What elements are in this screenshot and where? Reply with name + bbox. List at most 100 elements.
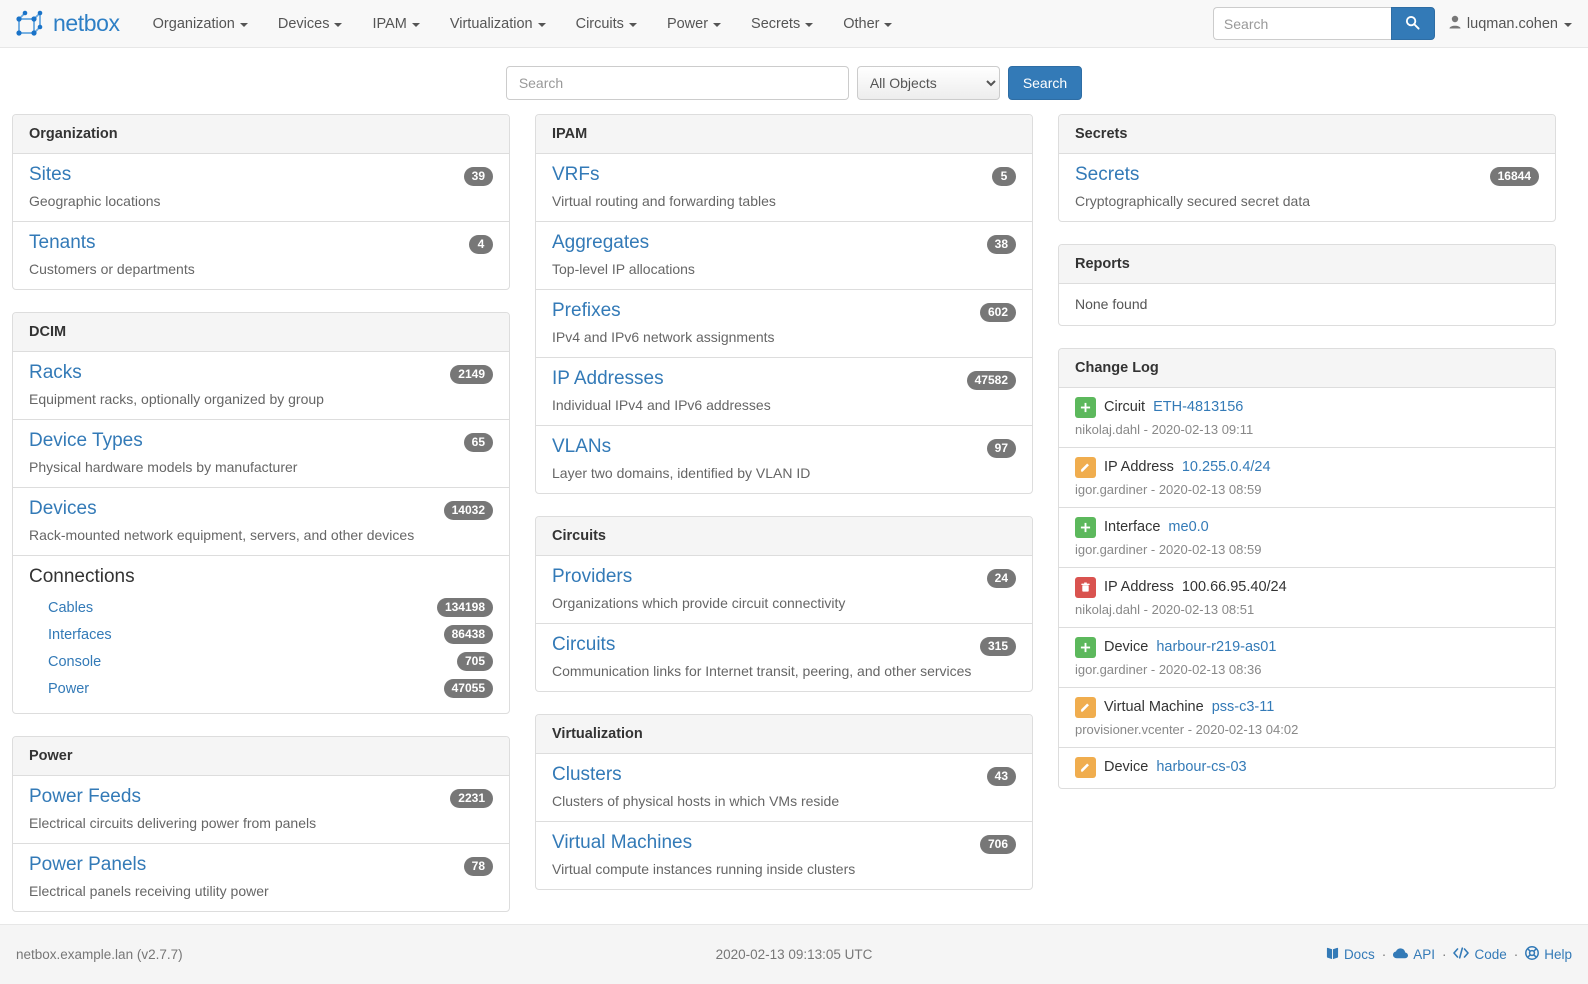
nav-item-ipam[interactable]: IPAM: [357, 0, 434, 48]
connection-item-console[interactable]: Console 705: [48, 648, 493, 675]
connection-link[interactable]: Cables: [48, 599, 94, 616]
changelog-object-link[interactable]: ETH-4813156: [1153, 399, 1244, 416]
row-link[interactable]: IP Addresses: [552, 367, 664, 389]
footer-link-code[interactable]: Code: [1453, 947, 1507, 962]
brand-logo-link[interactable]: netbox: [12, 8, 120, 40]
pencil-icon: [1075, 456, 1096, 478]
connection-item-cables[interactable]: Cables 134198: [48, 594, 493, 621]
connection-link[interactable]: Power: [48, 680, 90, 697]
connection-link[interactable]: Console: [48, 653, 102, 670]
row-prefixes[interactable]: Prefixes 602 IPv4 and IPv6 network assig…: [536, 290, 1032, 358]
count-badge: 97: [986, 438, 1016, 459]
row-link[interactable]: Circuits: [552, 633, 616, 655]
count-badge: 2149: [450, 364, 493, 385]
search-input[interactable]: [505, 66, 849, 100]
row-description: Electrical circuits delivering power fro…: [29, 814, 317, 831]
row-link[interactable]: Clusters: [552, 763, 622, 785]
chevron-down-icon: [628, 22, 637, 27]
nav-item-other[interactable]: Other: [828, 0, 907, 48]
count-badge: 5: [992, 167, 1016, 187]
nav-label: Organization: [152, 15, 235, 32]
row-vrfs[interactable]: VRFs 5 Virtual routing and forwarding ta…: [536, 154, 1032, 222]
row-tenants[interactable]: Tenants 4 Customers or departments: [13, 222, 509, 289]
netbox-cube-icon: [12, 8, 46, 40]
row-providers[interactable]: Providers 24 Organizations which provide…: [536, 556, 1032, 624]
changelog-object-link[interactable]: 10.255.0.4/24: [1181, 459, 1271, 476]
changelog-object-type: Circuit: [1104, 399, 1146, 416]
panel-changelog: Change Log Circuit ETH-4813156 nikolaj.d…: [1058, 347, 1556, 789]
row-aggregates[interactable]: Aggregates 38 Top-level IP allocations: [536, 222, 1032, 290]
row-description: Electrical panels receiving utility powe…: [29, 882, 269, 899]
row-link[interactable]: Power Feeds: [29, 785, 141, 807]
nav-item-devices[interactable]: Devices: [263, 0, 358, 48]
row-sites[interactable]: Sites 39 Geographic locations: [13, 154, 509, 222]
nav-menu: Organization Devices IPAM Virtualization…: [138, 0, 908, 48]
row-devices[interactable]: Devices 14032 Rack-mounted network equip…: [13, 488, 509, 556]
nav-item-circuits[interactable]: Circuits: [561, 0, 652, 48]
chevron-down-icon: [713, 22, 722, 27]
page-footer: netbox.example.lan (v2.7.7) 2020-02-13 0…: [0, 924, 1588, 984]
top-navbar: netbox Organization Devices IPAM Virtual…: [0, 0, 1588, 48]
changelog-meta: igor.gardiner - 2020-02-13 08:59: [1075, 541, 1262, 557]
changelog-object-link[interactable]: harbour-r219-as01: [1156, 639, 1277, 656]
row-link[interactable]: Aggregates: [552, 231, 650, 253]
row-description: Organizations which provide circuit conn…: [552, 594, 846, 611]
row-link[interactable]: Device Types: [29, 429, 143, 451]
row-power-panels[interactable]: Power Panels 78 Electrical panels receiv…: [13, 844, 509, 911]
row-link[interactable]: Prefixes: [552, 299, 621, 321]
changelog-object-link[interactable]: me0.0: [1168, 519, 1209, 536]
object-type-select[interactable]: All Objects: [856, 66, 1000, 100]
nav-item-organization[interactable]: Organization: [138, 0, 263, 48]
changelog-entry: Device harbour-cs-03: [1059, 748, 1555, 788]
connection-link[interactable]: Interfaces: [48, 626, 112, 643]
search-button[interactable]: Search: [1007, 66, 1083, 100]
changelog-object-text: 100.66.95.40/24: [1181, 579, 1287, 596]
footer-link-help[interactable]: Help: [1525, 946, 1572, 963]
row-circuits[interactable]: Circuits 315 Communication links for Int…: [536, 624, 1032, 691]
footer-link-docs[interactable]: Docs: [1326, 947, 1375, 963]
row-link[interactable]: Providers: [552, 565, 633, 587]
count-badge: 602: [979, 302, 1016, 323]
nav-item-secrets[interactable]: Secrets: [736, 0, 828, 48]
panel-title: Circuits: [536, 516, 1032, 556]
row-link[interactable]: VLANs: [552, 435, 612, 457]
row-link[interactable]: Devices: [29, 497, 97, 519]
chevron-down-icon: [334, 22, 343, 27]
column-left: Organization Sites 39 Geographic locatio…: [12, 114, 510, 934]
navbar-search-button[interactable]: [1390, 7, 1435, 40]
row-device-types[interactable]: Device Types 65 Physical hardware models…: [13, 420, 509, 488]
navbar-search-input[interactable]: [1212, 7, 1391, 40]
row-racks[interactable]: Racks 2149 Equipment racks, optionally o…: [13, 352, 509, 420]
row-secrets[interactable]: Secrets 16844 Cryptographically secured …: [1059, 154, 1555, 221]
connection-item-power[interactable]: Power 47055: [48, 675, 493, 702]
connection-item-interfaces[interactable]: Interfaces 86438: [48, 621, 493, 648]
changelog-entry: Interface me0.0 igor.gardiner - 2020-02-…: [1059, 508, 1555, 568]
pencil-icon: [1075, 756, 1096, 778]
row-link[interactable]: Power Panels: [29, 853, 147, 875]
row-vlans[interactable]: VLANs 97 Layer two domains, identified b…: [536, 426, 1032, 493]
nav-item-power[interactable]: Power: [652, 0, 736, 48]
user-menu[interactable]: luqman.cohen: [1449, 15, 1574, 33]
changelog-entry: IP Address 100.66.95.40/24 nikolaj.dahl …: [1059, 568, 1555, 628]
row-link[interactable]: Racks: [29, 361, 82, 383]
row-virtual-machines[interactable]: Virtual Machines 706 Virtual compute ins…: [536, 822, 1032, 889]
row-link[interactable]: VRFs: [552, 164, 600, 185]
row-clusters[interactable]: Clusters 43 Clusters of physical hosts i…: [536, 754, 1032, 822]
footer-link-api[interactable]: API: [1393, 947, 1435, 962]
search-icon: [1405, 15, 1420, 33]
row-link[interactable]: Tenants: [29, 231, 96, 253]
count-badge: 134198: [436, 597, 493, 618]
row-link[interactable]: Secrets: [1075, 164, 1140, 185]
footer-separator: ·: [1381, 947, 1387, 962]
row-power-feeds[interactable]: Power Feeds 2231 Electrical circuits del…: [13, 776, 509, 844]
reports-empty-row: None found: [1059, 284, 1555, 325]
nav-item-virtualization[interactable]: Virtualization: [435, 0, 561, 48]
changelog-line: IP Address 100.66.95.40/24: [1075, 576, 1539, 598]
row-ip-addresses[interactable]: IP Addresses 47582 Individual IPv4 and I…: [536, 358, 1032, 426]
row-link[interactable]: Virtual Machines: [552, 831, 693, 853]
changelog-object-type: Virtual Machine: [1104, 699, 1204, 716]
row-link[interactable]: Sites: [29, 164, 72, 185]
changelog-object-link[interactable]: pss-c3-11: [1211, 699, 1275, 716]
changelog-object-link[interactable]: harbour-cs-03: [1156, 759, 1247, 776]
column-right: Secrets Secrets 16844 Cryptographically …: [1058, 114, 1556, 811]
